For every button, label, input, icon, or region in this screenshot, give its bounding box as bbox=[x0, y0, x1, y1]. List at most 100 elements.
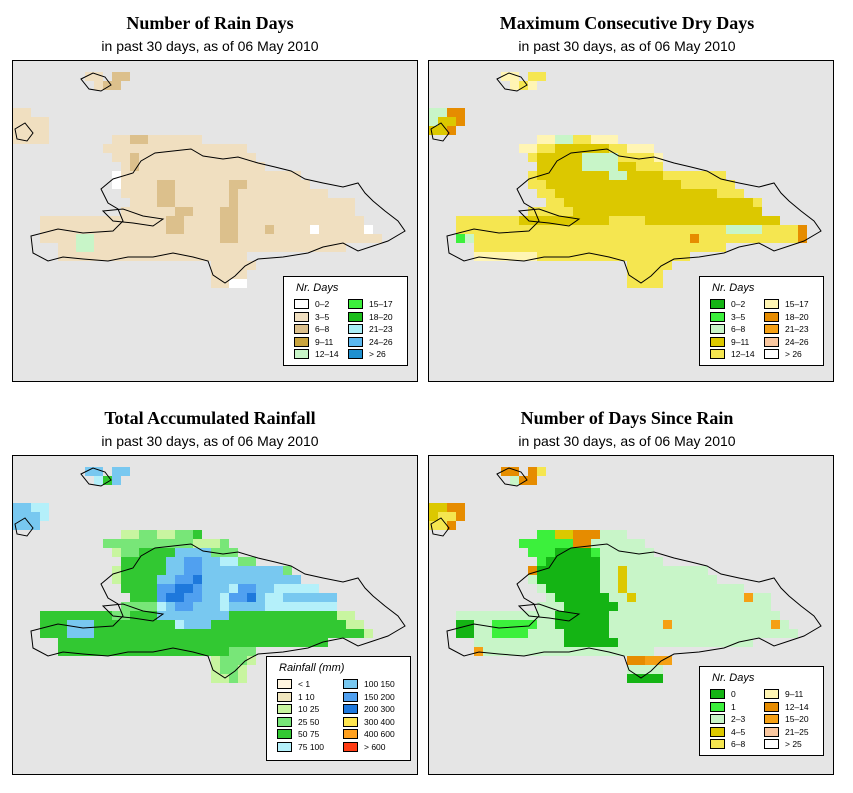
grid-cell bbox=[211, 261, 220, 270]
grid-cell bbox=[591, 602, 600, 611]
panel-title: Maximum Consecutive Dry Days bbox=[499, 13, 755, 33]
grid-cell bbox=[130, 638, 139, 647]
panel-since-rain: Number of Days Since Rain in past 30 day… bbox=[422, 395, 842, 780]
grid-cell bbox=[690, 575, 699, 584]
legend-title: Rainfall (mm) bbox=[279, 662, 345, 674]
grid-cell bbox=[220, 647, 229, 656]
grid-cell bbox=[76, 620, 85, 629]
grid-cell bbox=[184, 584, 193, 593]
grid-cell bbox=[564, 144, 573, 153]
grid-cell bbox=[157, 207, 166, 216]
grid-cell bbox=[67, 620, 76, 629]
grid-cell bbox=[762, 234, 771, 243]
grid-cell bbox=[256, 602, 265, 611]
grid-cell bbox=[274, 638, 283, 647]
grid-cell bbox=[492, 225, 501, 234]
legend-item: 21–23 bbox=[764, 324, 809, 335]
grid-cell bbox=[753, 225, 762, 234]
grid-cell bbox=[699, 593, 708, 602]
grid-cell bbox=[238, 162, 247, 171]
legend-label: 6–8 bbox=[731, 324, 746, 334]
grid-cell bbox=[609, 602, 618, 611]
grid-cell bbox=[609, 620, 618, 629]
grid-cell bbox=[546, 135, 555, 144]
legend-label: 100 150 bbox=[364, 679, 395, 689]
grid-cell bbox=[220, 611, 229, 620]
grid-cell bbox=[564, 234, 573, 243]
grid-cell bbox=[265, 575, 274, 584]
grid-cell bbox=[229, 171, 238, 180]
grid-cell bbox=[726, 207, 735, 216]
grid-cell bbox=[148, 162, 157, 171]
grid-cell bbox=[31, 117, 40, 126]
grid-cell bbox=[265, 171, 274, 180]
grid-cell bbox=[618, 566, 627, 575]
grid-cell bbox=[564, 620, 573, 629]
grid-cell bbox=[373, 234, 382, 243]
grid-cell bbox=[717, 171, 726, 180]
grid-cell bbox=[681, 171, 690, 180]
grid-cell bbox=[112, 620, 121, 629]
grid-cell bbox=[166, 135, 175, 144]
grid-cell bbox=[238, 584, 247, 593]
grid-cell bbox=[591, 153, 600, 162]
legend-swatch bbox=[277, 729, 292, 739]
grid-cell bbox=[256, 180, 265, 189]
grid-cell bbox=[771, 216, 780, 225]
grid-cell bbox=[465, 629, 474, 638]
grid-cell bbox=[121, 467, 130, 476]
grid-cell bbox=[681, 243, 690, 252]
grid-cell bbox=[157, 575, 166, 584]
grid-cell bbox=[310, 189, 319, 198]
grid-cell bbox=[636, 656, 645, 665]
grid-cell bbox=[672, 252, 681, 261]
grid-cell bbox=[492, 216, 501, 225]
grid-cell bbox=[130, 171, 139, 180]
legend-swatch bbox=[764, 299, 779, 309]
grid-cell bbox=[627, 270, 636, 279]
grid-cell bbox=[193, 557, 202, 566]
legend-label: 1 bbox=[731, 701, 736, 712]
grid-cell bbox=[636, 234, 645, 243]
grid-cell bbox=[301, 198, 310, 207]
grid-cell bbox=[627, 593, 636, 602]
grid-cell bbox=[591, 189, 600, 198]
grid-cell bbox=[717, 225, 726, 234]
grid-cell bbox=[130, 207, 139, 216]
grid-cell bbox=[184, 207, 193, 216]
grid-cell bbox=[582, 135, 591, 144]
grid-cell bbox=[175, 584, 184, 593]
grid-cell bbox=[220, 252, 229, 261]
grid-cell bbox=[256, 207, 265, 216]
grid-cell bbox=[681, 189, 690, 198]
grid-cell bbox=[346, 198, 355, 207]
grid-cell bbox=[175, 243, 184, 252]
grid-cell bbox=[274, 584, 283, 593]
grid-cell bbox=[319, 620, 328, 629]
grid-cell bbox=[555, 198, 564, 207]
grid-cell bbox=[265, 198, 274, 207]
grid-cell bbox=[76, 647, 85, 656]
grid-cell bbox=[238, 198, 247, 207]
grid-cell bbox=[627, 665, 636, 674]
grid-cell bbox=[85, 629, 94, 638]
legend-swatch bbox=[764, 689, 779, 699]
grid-cell bbox=[130, 180, 139, 189]
grid-cell bbox=[654, 234, 663, 243]
grid-cell bbox=[193, 611, 202, 620]
grid-cell bbox=[31, 503, 40, 512]
grid-cell bbox=[220, 270, 229, 279]
grid-cell bbox=[627, 162, 636, 171]
grid-cell bbox=[528, 252, 537, 261]
legend-swatch bbox=[343, 716, 358, 727]
grid-cell bbox=[247, 638, 256, 647]
grid-cell bbox=[175, 629, 184, 638]
grid-cell bbox=[483, 647, 492, 656]
grid-cell bbox=[654, 629, 663, 638]
grid-cell bbox=[582, 539, 591, 548]
grid-cell bbox=[193, 198, 202, 207]
grid-cell bbox=[229, 656, 238, 665]
grid-cell bbox=[474, 252, 483, 261]
grid-cell bbox=[76, 629, 85, 638]
grid-cell bbox=[220, 198, 229, 207]
